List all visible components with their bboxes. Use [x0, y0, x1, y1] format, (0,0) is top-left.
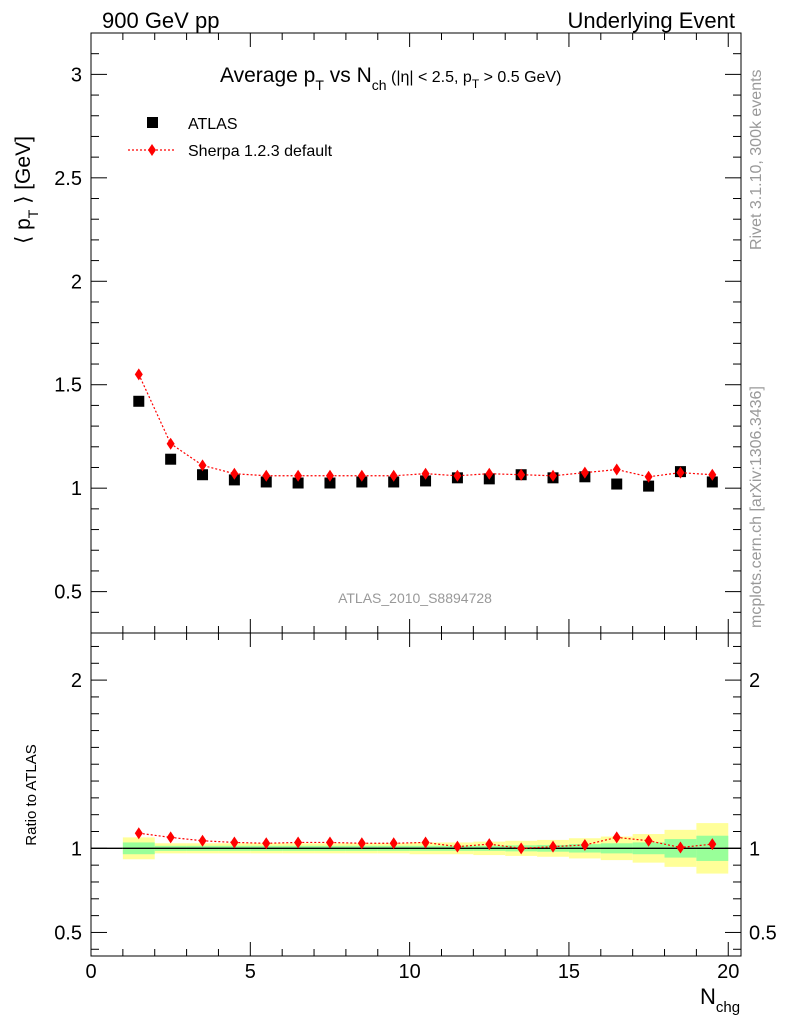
ratio-sherpa-point	[134, 827, 143, 840]
legend: ATLAS Sherpa 1.2.3 default	[128, 116, 333, 160]
header-right: Underlying Event	[567, 8, 735, 33]
sherpa-point	[708, 468, 717, 481]
header-left: 900 GeV pp	[102, 8, 219, 33]
sherpa-point	[325, 469, 334, 482]
atlas-point	[292, 477, 304, 489]
atlas-point	[260, 476, 272, 488]
atlas-point	[197, 469, 209, 481]
main-panel	[133, 368, 718, 492]
sherpa-point	[294, 469, 303, 482]
ratio-y-tick-label-right: 1	[749, 838, 760, 860]
sherpa-point	[230, 467, 239, 480]
ratio-y-tick-label-right: 2	[749, 670, 760, 692]
ratio-sherpa-point	[612, 831, 621, 844]
ratio-sherpa-point	[580, 838, 589, 851]
sherpa-point	[612, 463, 621, 476]
y-tick-label: 3	[71, 64, 82, 86]
ratio-sherpa-point	[549, 840, 558, 853]
sherpa-point	[389, 469, 398, 482]
ratio-sherpa-point	[325, 836, 334, 849]
sherpa-point	[644, 470, 653, 483]
y-tick-label: 2	[71, 271, 82, 293]
sherpa-point	[580, 466, 589, 479]
ratio-sherpa-point	[166, 831, 175, 844]
sherpa-point	[453, 469, 462, 482]
atlas-point	[228, 474, 240, 486]
x-tick-label: 15	[558, 961, 580, 983]
ratio-y-tick-label: 1	[71, 838, 82, 860]
atlas-point	[133, 395, 145, 407]
y-tick-label: 0.5	[54, 582, 82, 604]
atlas-point	[706, 476, 718, 488]
ratio-sherpa-point	[294, 836, 303, 849]
ratio-sherpa-point	[198, 834, 207, 847]
sherpa-point	[357, 469, 366, 482]
ratio-y-tick-label: 2	[71, 670, 82, 692]
atlas-point	[388, 476, 400, 488]
sherpa-point	[134, 368, 143, 381]
rivet-label: Rivet 3.1.10, 300k events	[748, 69, 765, 250]
ratio-y-axis-label: Ratio to ATLAS	[23, 744, 40, 845]
ratio-frame	[90, 632, 742, 957]
y-axis-label: ⟨ pT ⟩ [GeV]	[12, 136, 41, 244]
x-tick-label: 5	[245, 961, 256, 983]
x-axis-label: Nchg	[700, 984, 740, 1016]
axes: 0 5 10 15 20 0.5 1 1.5 2 2.5 3 0.5 0.5 1 1 2 2	[54, 32, 777, 983]
legend-sherpa-label: Sherpa 1.2.3 default	[188, 143, 333, 160]
ratio-sherpa-point	[644, 834, 653, 847]
ratio-panel	[91, 823, 741, 874]
sherpa-point	[676, 466, 685, 479]
ratio-y-tick-label: 0.5	[54, 922, 82, 944]
atlas-point	[611, 478, 623, 490]
ratio-sherpa-point	[517, 842, 526, 855]
atlas-point	[165, 453, 177, 465]
y-tick-label: 1.5	[54, 375, 82, 397]
sherpa-point	[485, 467, 494, 480]
ratio-sherpa-point	[262, 837, 271, 850]
sherpa-point	[421, 467, 430, 480]
sherpa-point	[517, 468, 526, 481]
x-tick-label: 0	[85, 961, 96, 983]
ratio-sherpa-point	[421, 836, 430, 849]
sherpa-point	[198, 459, 207, 472]
ratio-sherpa-point	[453, 840, 462, 853]
atlas-point	[356, 476, 368, 488]
y-tick-label: 2.5	[54, 168, 82, 190]
plot-title: Average pT vs Nch (|η| < 2.5, pT > 0.5 G…	[220, 64, 561, 93]
x-tick-label: 10	[399, 961, 421, 983]
x-tick-label: 20	[717, 961, 739, 983]
legend-atlas-label: ATLAS	[188, 116, 238, 133]
sherpa-point	[262, 469, 271, 482]
ratio-sherpa-point	[230, 836, 239, 849]
ratio-sherpa-point	[389, 837, 398, 850]
legend-sherpa-marker	[148, 144, 156, 156]
legend-atlas-marker	[147, 117, 158, 128]
y-tick-label: 1	[71, 478, 82, 500]
sherpa-point	[166, 437, 175, 450]
atlas-point	[643, 480, 655, 492]
mcplots-label: mcplots.cern.ch [arXiv:1306.3436]	[748, 386, 765, 628]
atlas-point	[420, 475, 432, 487]
ratio-sherpa-point	[357, 837, 366, 850]
atlas-point	[324, 477, 336, 489]
ratio-sherpa-point	[676, 841, 685, 854]
sherpa-line	[138, 374, 713, 478]
analysis-id: ATLAS_2010_S8894728	[338, 590, 492, 606]
sherpa-point	[549, 469, 558, 482]
ratio-sherpa-point	[708, 838, 717, 851]
ratio-sherpa-point	[485, 838, 494, 851]
ratio-y-tick-label-right: 0.5	[749, 922, 777, 944]
